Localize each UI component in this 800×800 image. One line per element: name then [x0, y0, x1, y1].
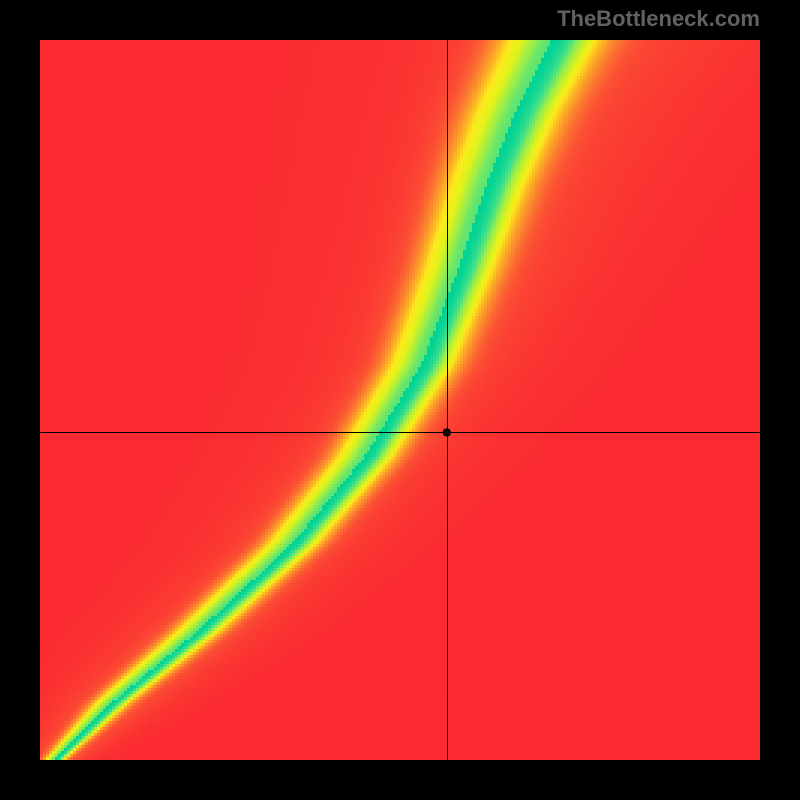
- watermark-text: TheBottleneck.com: [557, 6, 760, 32]
- bottleneck-heatmap: [40, 40, 760, 760]
